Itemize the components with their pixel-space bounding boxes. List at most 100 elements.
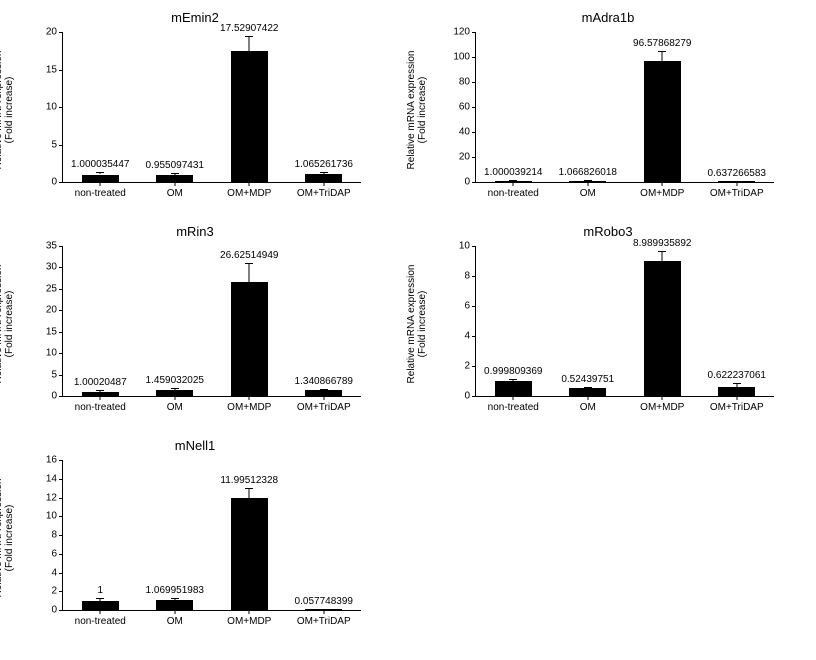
value-label: 96.57868279 [633,38,691,49]
y-tick-label: 0 [51,391,63,402]
error-bar [249,36,250,51]
error-cap [171,388,179,389]
y-axis-label: Relative mRNA expression(Fold increase) [406,51,428,170]
bar [569,388,606,396]
value-label: 1.066826018 [559,167,617,178]
error-cap [245,36,253,37]
x-tick-label: OM+MDP [640,182,684,199]
chart-panel: mRin3Relative mRNA expression(Fold incre… [10,224,380,424]
bar [82,175,119,183]
value-label: 8.989935892 [633,238,691,249]
y-tick-label: 35 [46,241,63,252]
y-axis-label-line2: (Fold increase) [4,51,15,170]
value-label: 26.62514949 [220,250,278,261]
y-tick-label: 25 [46,283,63,294]
y-tick-label: 5 [51,139,63,150]
x-tick-label: OM+TriDAP [297,610,351,627]
chart-title: mRobo3 [423,224,793,239]
x-tick-label: OM+MDP [227,182,271,199]
y-tick-label: 20 [459,152,476,163]
bar [231,498,268,610]
chart-panel: mAdra1bRelative mRNA expression(Fold inc… [423,10,793,210]
x-tick-label: OM [167,396,183,413]
plot-area: 02468100.999809369non-treated0.52439751O… [475,246,774,397]
bar [495,381,532,396]
y-axis-label-line2: (Fold increase) [4,265,15,384]
error-cap [96,598,104,599]
y-tick-label: 4 [464,331,476,342]
error-bar [249,263,250,282]
plot-area: 02468101214161non-treated1.069951983OM11… [62,460,361,611]
y-axis-label-line2: (Fold increase) [417,265,428,384]
value-label: 1 [97,585,103,596]
error-cap [320,389,328,390]
bar [82,601,119,610]
y-tick-label: 6 [51,548,63,559]
y-tick-label: 12 [46,492,63,503]
value-label: 1.459032025 [146,375,204,386]
y-tick-label: 0 [464,177,476,188]
y-axis-label-line2: (Fold increase) [4,479,15,598]
chart-panel: mNell1Relative mRNA expression(Fold incr… [10,438,380,638]
value-label: 0.622237061 [708,370,766,381]
x-tick-label: OM+MDP [640,396,684,413]
error-cap [509,180,517,181]
value-label: 1.340866789 [295,376,353,387]
y-axis-label-line1: Relative mRNA expression [406,265,417,384]
error-cap [584,387,592,388]
x-tick-label: non-treated [488,396,539,413]
y-axis-label: Relative mRNA expression(Fold increase) [0,265,15,384]
y-axis-label-line2: (Fold increase) [417,51,428,170]
value-label: 0.52439751 [561,374,614,385]
x-tick-label: OM [167,610,183,627]
y-tick-label: 5 [51,369,63,380]
error-cap [733,383,741,384]
x-tick-label: OM [580,396,596,413]
x-tick-label: OM+TriDAP [710,182,764,199]
y-tick-label: 15 [46,326,63,337]
y-tick-label: 0 [51,605,63,616]
y-tick-label: 100 [453,52,476,63]
x-tick-label: OM+TriDAP [297,182,351,199]
error-cap [658,251,666,252]
y-tick-label: 14 [46,473,63,484]
error-cap [245,263,253,264]
y-tick-label: 20 [46,305,63,316]
y-tick-label: 120 [453,27,476,38]
y-tick-label: 6 [464,301,476,312]
error-cap [584,180,592,181]
x-tick-label: non-treated [75,182,126,199]
x-tick-label: OM [167,182,183,199]
plot-area: 051015202530351.00020487non-treated1.459… [62,246,361,397]
bar [644,61,681,182]
y-tick-label: 2 [51,586,63,597]
y-tick-label: 40 [459,127,476,138]
error-bar [662,251,663,262]
value-label: 1.065261736 [295,159,353,170]
chart-title: mEmin2 [10,10,380,25]
value-label: 0.057748399 [295,596,353,607]
y-axis-label-line1: Relative mRNA expression [406,51,417,170]
y-tick-label: 8 [464,271,476,282]
bar [231,282,268,396]
error-bar [249,488,250,497]
chart-panel: mRobo3Relative mRNA expression(Fold incr… [423,224,793,424]
value-label: 0.955097431 [146,160,204,171]
y-tick-label: 10 [46,511,63,522]
y-tick-label: 60 [459,102,476,113]
bar [156,600,193,610]
value-label: 17.52907422 [220,23,278,34]
bar [156,175,193,182]
y-tick-label: 2 [464,361,476,372]
y-tick-label: 20 [46,27,63,38]
y-tick-label: 10 [459,241,476,252]
y-tick-label: 16 [46,455,63,466]
error-cap [171,598,179,599]
error-cap [658,51,666,52]
value-label: 1.069951983 [146,585,204,596]
y-tick-label: 8 [51,530,63,541]
y-tick-label: 0 [464,391,476,402]
value-label: 1.00020487 [74,377,127,388]
y-tick-label: 10 [46,102,63,113]
y-tick-label: 30 [46,262,63,273]
